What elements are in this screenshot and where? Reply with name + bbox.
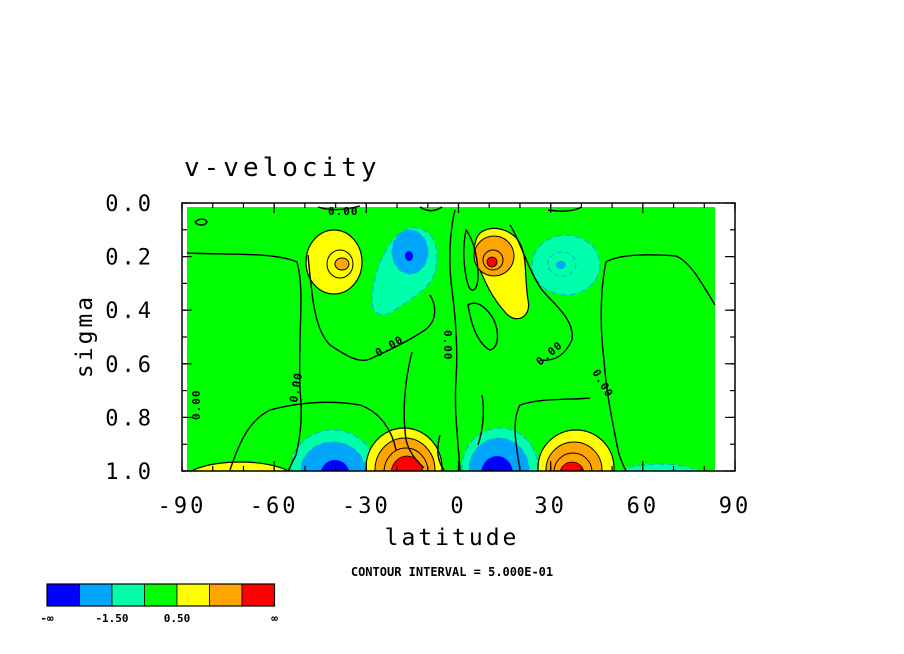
surface-far-right-min — [619, 463, 701, 471]
colorbar-labels: -∞ -1.50 0.50 ∞ — [40, 612, 278, 625]
y-tick-label: 0.0 — [105, 192, 154, 217]
x-tick-label: 0 — [450, 494, 466, 519]
colorbar-label: ∞ — [271, 612, 278, 625]
colorbar-swatch — [209, 583, 243, 607]
contour-label: 0.00 — [287, 371, 305, 403]
x-axis-label: latitude — [385, 525, 520, 551]
upper-center-right-max — [473, 227, 530, 320]
surface-right-max — [537, 429, 615, 471]
surface-center-left-max — [365, 427, 443, 471]
plot-field — [187, 207, 715, 471]
colorbar-swatch — [144, 583, 178, 607]
upper-right-min — [531, 234, 601, 296]
y-tick-label: 0.4 — [105, 299, 154, 324]
y-tick-labels: 0.0 0.2 0.4 0.6 0.8 1.0 — [105, 192, 154, 485]
colorbar-label: 0.50 — [164, 612, 191, 625]
colorbar-swatch — [241, 583, 275, 607]
contour-label: 0.00 — [190, 390, 203, 421]
x-tick-labels: -90 -60 -30 0 30 60 90 — [158, 494, 752, 519]
contour-label: 0.00 — [441, 330, 454, 361]
colorbar-label: -∞ — [40, 612, 54, 625]
contour-interval-text: CONTOUR INTERVAL = 5.000E-01 — [351, 565, 553, 579]
x-tick-label: -30 — [342, 494, 391, 519]
colorbar-swatch — [111, 583, 145, 607]
upper-left-max — [305, 229, 363, 295]
surface-far-left-max — [190, 461, 290, 471]
y-tick-label: 0.8 — [105, 406, 154, 431]
x-tick-label: -90 — [158, 494, 207, 519]
y-tick-label: 0.6 — [105, 353, 154, 378]
axis-ticks — [181, 202, 736, 472]
y-axis-label: sigma — [72, 294, 98, 378]
surface-center-right-min — [461, 427, 539, 471]
upper-center-left-min — [371, 227, 438, 316]
y-tick-label: 0.2 — [105, 246, 154, 271]
colorbar-swatch — [79, 583, 113, 607]
x-tick-label: 30 — [534, 494, 567, 519]
chart-title: v-velocity — [184, 153, 381, 183]
x-tick-label: -60 — [250, 494, 299, 519]
x-tick-label: 90 — [719, 494, 752, 519]
colorbar-label: -1.50 — [95, 612, 128, 625]
colorbar-swatch — [46, 583, 80, 607]
colorbar — [46, 583, 276, 607]
x-tick-label: 60 — [627, 494, 660, 519]
colorbar-swatch — [176, 583, 210, 607]
contour-label: 0.00 — [328, 205, 359, 218]
zero-contours — [186, 205, 716, 471]
colorbar-frame — [46, 583, 276, 607]
y-tick-label: 1.0 — [105, 460, 154, 485]
